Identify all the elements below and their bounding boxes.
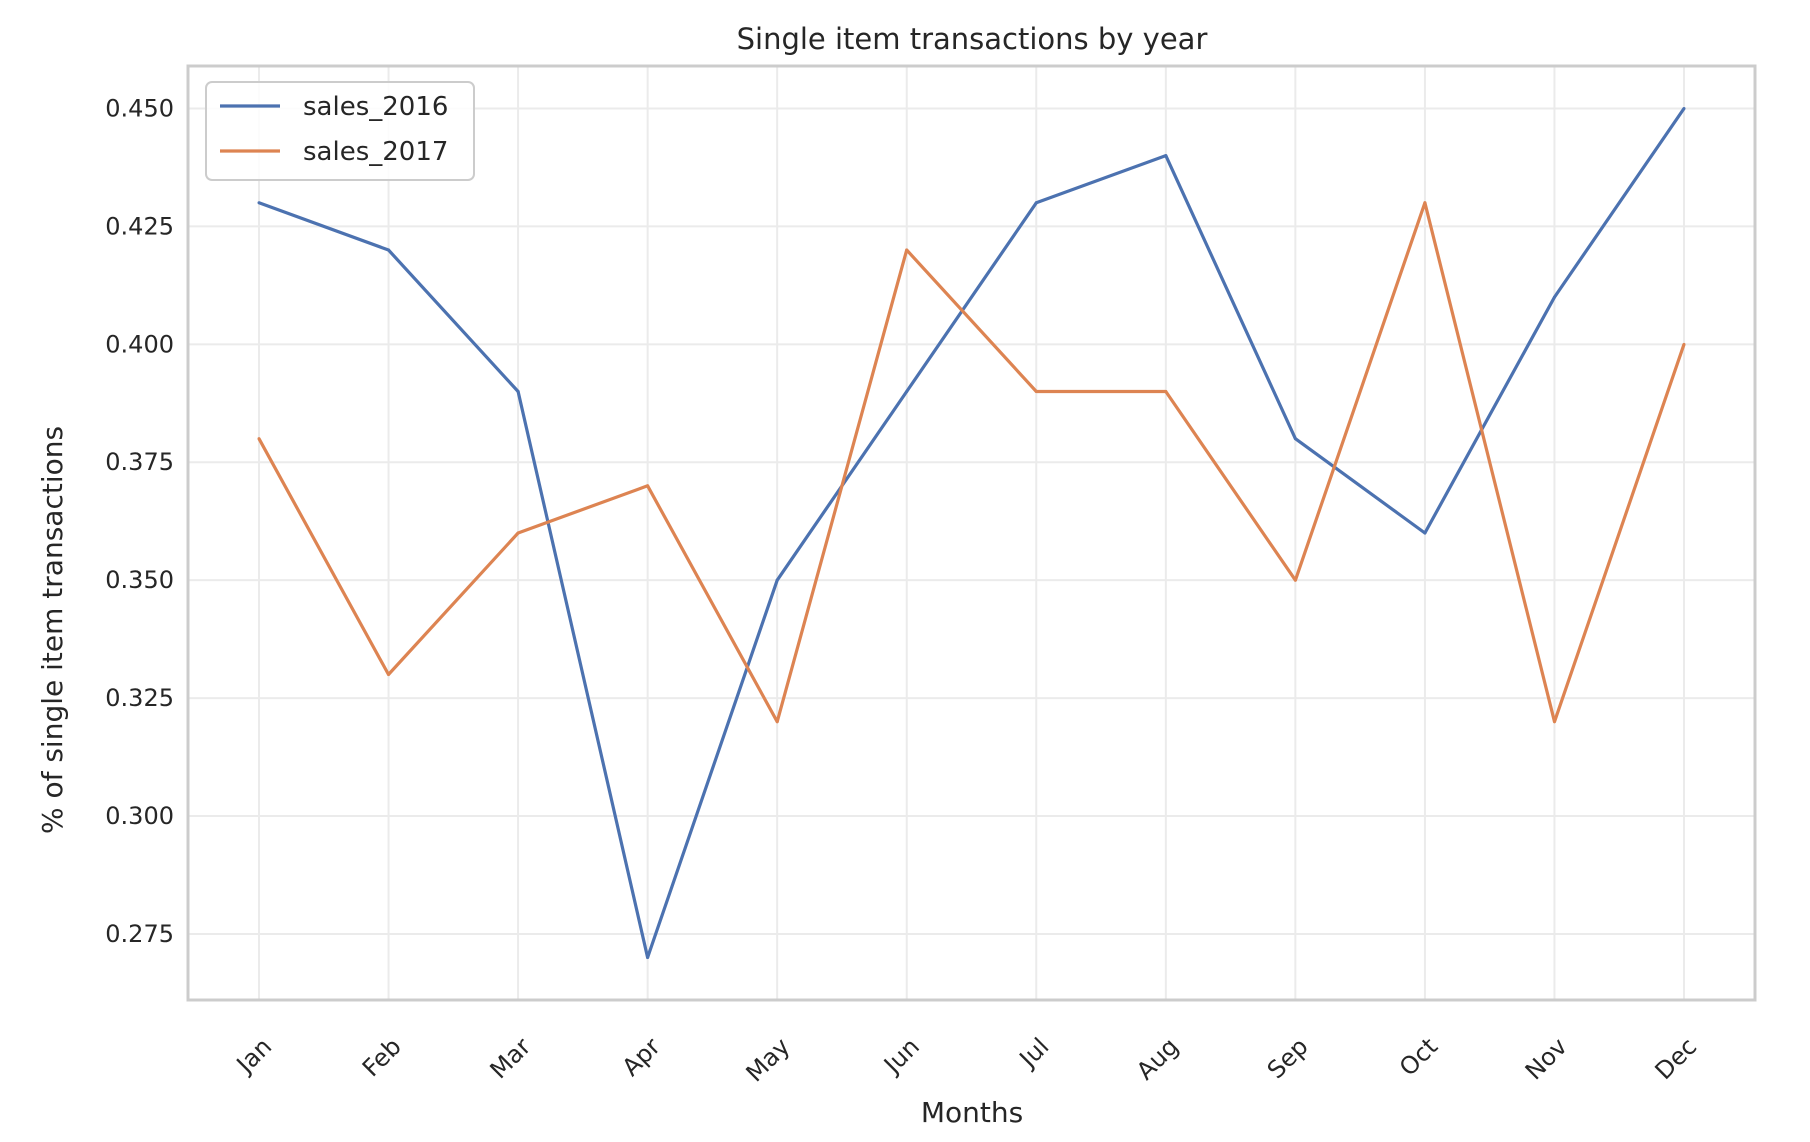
y-tick-label: 0.325 (105, 684, 174, 712)
legend: sales_2016 sales_2017 (205, 81, 475, 181)
y-axis-title: % of single item transactions (36, 426, 69, 834)
x-tick-label: Jul (1013, 1032, 1055, 1074)
grid-layer (188, 66, 1755, 1000)
x-tick-label: Sep (1262, 1032, 1314, 1084)
data-point (1293, 437, 1297, 441)
data-point (1552, 720, 1556, 724)
data-point (516, 389, 520, 393)
y-tick-label: 0.300 (105, 802, 174, 830)
data-point (905, 248, 909, 252)
y-tick-label: 0.400 (105, 330, 174, 358)
data-point (1034, 389, 1038, 393)
data-point (516, 531, 520, 535)
y-tick-label: 0.375 (105, 448, 174, 476)
data-point (1164, 154, 1168, 158)
x-axis-title: Months (921, 1096, 1023, 1129)
y-tick-label: 0.350 (105, 566, 174, 594)
data-point (387, 248, 391, 252)
x-tick-label: Apr (617, 1032, 666, 1081)
y-tick-label: 0.450 (105, 94, 174, 122)
x-tick-label: Mar (485, 1032, 537, 1084)
data-point (905, 389, 909, 393)
plot-frame (186, 64, 1757, 1002)
data-point (646, 956, 650, 960)
x-axis-ticks: Jan Feb Mar Apr May Jun Jul Aug Sep Oct Nov Dec (230, 1032, 1702, 1087)
x-tick-label: Dec (1650, 1032, 1703, 1085)
data-point (1164, 389, 1168, 393)
chart-title: Single item transactions by year (737, 22, 1208, 56)
data-point (1034, 201, 1038, 205)
x-tick-label: Jun (877, 1032, 925, 1080)
data-point (1423, 201, 1427, 205)
data-point (257, 437, 261, 441)
y-tick-label: 0.275 (105, 920, 174, 948)
data-point (1682, 106, 1686, 110)
x-tick-label: May (741, 1032, 796, 1087)
series-line-sales_2016 (258, 107, 1686, 960)
data-point (1293, 578, 1297, 582)
x-tick-label: Aug (1131, 1032, 1184, 1085)
series-layer (257, 106, 1686, 960)
data-point (1552, 295, 1556, 299)
y-axis-ticks: 0.275 0.300 0.325 0.350 0.375 0.400 0.425 0.450 (105, 94, 174, 948)
data-point (775, 720, 779, 724)
data-point (646, 484, 650, 488)
data-point (1423, 531, 1427, 535)
x-tick-label: Oct (1394, 1032, 1443, 1081)
x-tick-label: Jan (230, 1032, 277, 1079)
x-tick-label: Nov (1520, 1032, 1573, 1085)
x-tick-label: Feb (357, 1032, 407, 1082)
data-point (257, 201, 261, 205)
legend-label: sales_2016 (303, 92, 448, 122)
legend-label: sales_2017 (303, 137, 448, 167)
y-tick-label: 0.425 (105, 212, 174, 240)
series-line-sales_2017 (257, 201, 1686, 724)
data-point (775, 578, 779, 582)
data-point (1682, 342, 1686, 346)
data-point (387, 673, 391, 677)
